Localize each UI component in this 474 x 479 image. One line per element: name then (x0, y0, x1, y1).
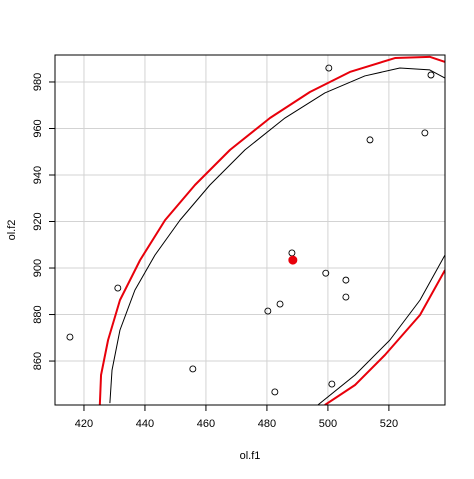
data-point (276, 300, 284, 308)
x-axis-label: ol.f1 (240, 450, 261, 462)
ellipse-curve (109, 67, 445, 404)
data-point (342, 293, 350, 301)
y-tick-label: 940 (32, 166, 44, 184)
data-point (427, 71, 435, 79)
data-point (114, 284, 122, 292)
data-point (66, 333, 74, 341)
data-point (366, 136, 374, 144)
x-tick-label: 460 (197, 418, 215, 430)
plot-area (66, 55, 445, 405)
data-point (264, 307, 272, 315)
data-point (342, 276, 350, 284)
y-tick-label: 920 (32, 212, 44, 230)
data-point (328, 380, 336, 388)
y-tick-label: 880 (32, 305, 44, 323)
y-tick-label: 980 (32, 73, 44, 91)
data-point (325, 64, 333, 72)
x-tick-label: 440 (136, 418, 154, 430)
ellipse-curve (317, 254, 445, 405)
data-point (421, 129, 429, 137)
y-tick-label: 960 (32, 119, 44, 137)
x-tick-label: 420 (75, 418, 93, 430)
x-tick-label: 480 (258, 418, 276, 430)
y-tick-label: 860 (32, 352, 44, 370)
data-point (288, 249, 296, 257)
center-point (288, 255, 298, 265)
x-tick-label: 520 (380, 418, 398, 430)
ellipse-curve (98, 55, 445, 405)
y-tick-label: 900 (32, 259, 44, 277)
data-point (189, 365, 197, 373)
ellipse-curve (324, 269, 445, 405)
data-point (322, 269, 330, 277)
plot-frame (54, 54, 446, 406)
x-tick-label: 500 (319, 418, 337, 430)
data-point (271, 388, 279, 396)
y-axis-label: ol.f2 (6, 220, 18, 241)
